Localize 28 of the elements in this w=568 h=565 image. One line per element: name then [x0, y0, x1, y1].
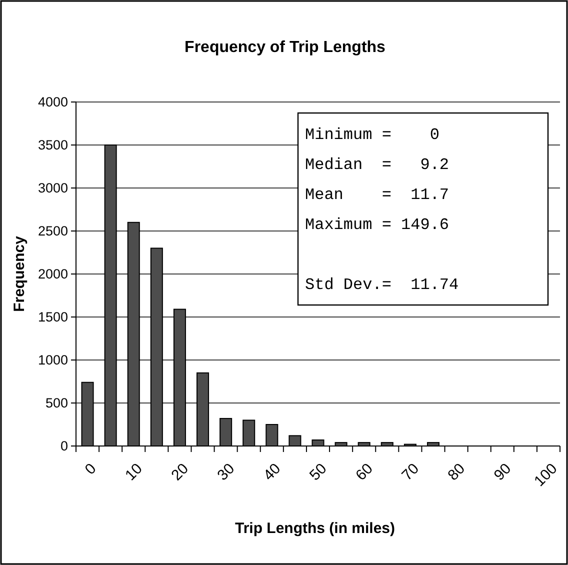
- x-tick-label: 10: [122, 460, 146, 484]
- x-tick-label: 0: [82, 460, 100, 478]
- annotation: Mean = 11.7: [305, 186, 450, 204]
- y-tick-label: 500: [45, 395, 68, 410]
- x-axis-title: Trip Lengths (in miles): [234, 520, 396, 537]
- y-tick-label: 3500: [38, 137, 68, 152]
- annotation: Median = 9.2: [305, 156, 450, 174]
- y-tick-label: 2000: [38, 266, 68, 282]
- x-tick-label: 20: [168, 460, 192, 484]
- y-tick-label: 1500: [38, 309, 68, 324]
- annotation: Std Dev.= 11.74: [305, 276, 459, 294]
- x-tick-label: 80: [444, 460, 469, 484]
- x-tick-label: 50: [306, 460, 330, 484]
- x-tick-label: 40: [260, 460, 284, 484]
- x-tick-label: 100: [531, 460, 561, 490]
- y-axis-title: Frequency: [11, 235, 28, 312]
- y-tick-label: 3000: [38, 180, 68, 196]
- chart-title: Frequency of Trip Lengths: [184, 39, 386, 56]
- y-tick-label: 0: [60, 438, 68, 454]
- x-tick-label: 60: [352, 460, 376, 484]
- x-tick-label: 70: [398, 460, 422, 484]
- y-tick-label: 2500: [38, 223, 68, 238]
- annotation: Minimum = 0: [305, 126, 440, 144]
- y-tick-label: 4000: [38, 94, 68, 110]
- x-tick-label: 90: [490, 460, 515, 484]
- y-tick-label: 1000: [38, 352, 68, 368]
- x-tick-label: 30: [214, 460, 238, 484]
- annotation: Maximum = 149.6: [305, 216, 450, 234]
